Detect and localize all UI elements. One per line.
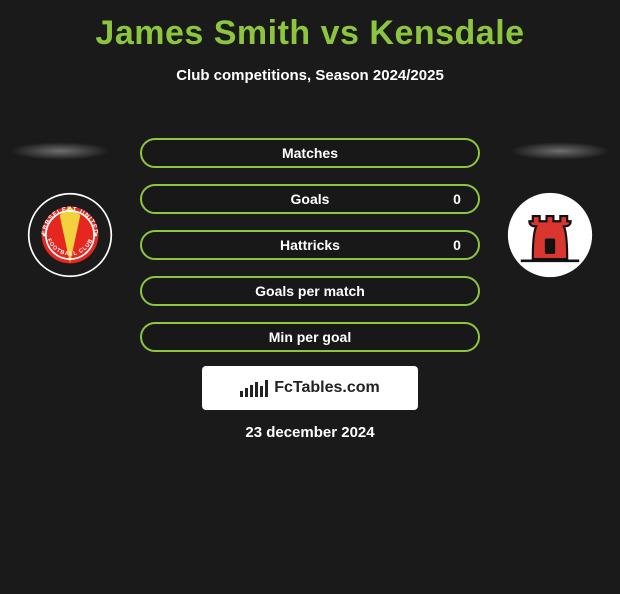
fctables-logo-text: FcTables.com xyxy=(274,379,380,397)
shadow-left-ellipse xyxy=(10,142,110,160)
fctables-bars-icon xyxy=(240,380,268,397)
stat-label: Goals per match xyxy=(172,283,448,299)
stat-right-value: 0 xyxy=(448,237,466,253)
shadow-right-ellipse xyxy=(510,142,610,160)
stat-label: Hattricks xyxy=(172,237,448,253)
stat-rows-container: Matches Goals 0 Hattricks 0 Goals per ma… xyxy=(140,138,480,368)
date-text: 23 december 2024 xyxy=(0,424,620,441)
stat-row-min-per-goal: Min per goal xyxy=(140,322,480,352)
team-right-crest-icon xyxy=(507,192,593,278)
stat-row-matches: Matches xyxy=(140,138,480,168)
stat-label: Matches xyxy=(172,145,448,161)
stat-row-goals-per-match: Goals per match xyxy=(140,276,480,306)
stat-row-hattricks: Hattricks 0 xyxy=(140,230,480,260)
subtitle: Club competitions, Season 2024/2025 xyxy=(0,67,620,84)
page-title: James Smith vs Kensdale xyxy=(0,14,620,53)
stat-row-goals: Goals 0 xyxy=(140,184,480,214)
stat-right-value: 0 xyxy=(448,191,466,207)
ebbsfleet-united-badge: EBBSFLEET UNITED FOOTBALL CLUB xyxy=(27,192,113,278)
stat-label: Goals xyxy=(172,191,448,207)
team-left-crest-icon: EBBSFLEET UNITED FOOTBALL CLUB xyxy=(27,192,113,278)
kensdale-badge xyxy=(507,192,593,278)
fctables-logo-box: FcTables.com xyxy=(202,366,418,410)
stat-label: Min per goal xyxy=(172,329,448,345)
